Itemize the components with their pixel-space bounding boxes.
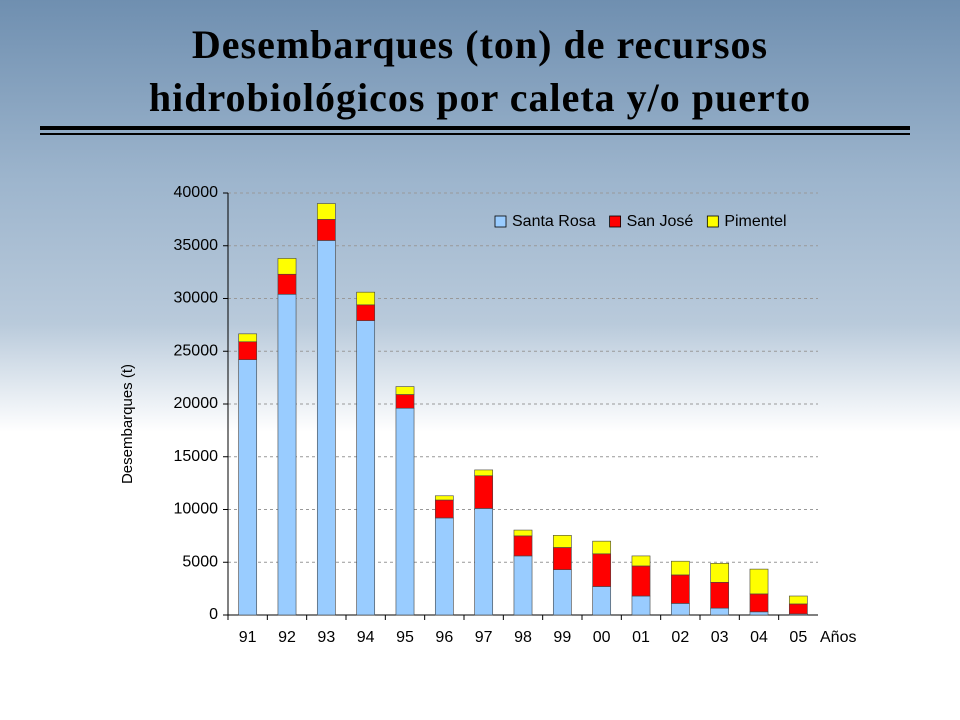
bar-segment — [277, 258, 297, 275]
bar-segment — [316, 203, 336, 220]
y-tick-label: 15000 — [174, 448, 219, 465]
legend-swatch — [494, 215, 507, 228]
bar-segment — [592, 540, 612, 555]
x-tick-label: 02 — [671, 629, 689, 646]
x-tick-label: 05 — [789, 629, 807, 646]
y-axis-label: Desembarques (t) — [119, 364, 136, 484]
y-tick-label: 25000 — [174, 342, 219, 359]
bar-segment — [749, 593, 769, 613]
x-axis-label: Años — [820, 629, 856, 646]
x-tick-label: 00 — [593, 629, 611, 646]
x-tick-label: 98 — [514, 629, 532, 646]
y-tick-label: 40000 — [174, 184, 219, 201]
y-tick-label: 10000 — [174, 501, 219, 518]
bar-segment — [395, 407, 415, 616]
y-tick-label: 20000 — [174, 395, 219, 412]
x-tick-label: 95 — [396, 629, 414, 646]
bar-segment — [710, 607, 730, 616]
bar-segment — [316, 219, 336, 241]
bar-segment — [552, 569, 572, 616]
x-tick-label: 99 — [553, 629, 571, 646]
bar-segment — [474, 469, 494, 477]
x-tick-label: 96 — [435, 629, 453, 646]
bar-segment — [710, 581, 730, 609]
bar-segment — [277, 273, 297, 295]
title-rule — [40, 126, 910, 130]
bar-segment — [788, 603, 808, 615]
y-tick-label: 30000 — [174, 290, 219, 307]
bar-segment — [670, 560, 690, 576]
bar-segment — [356, 320, 376, 616]
x-tick-label: 94 — [357, 629, 375, 646]
bar-segment — [749, 568, 769, 595]
bar-segment — [552, 535, 572, 548]
bar-segment — [513, 555, 533, 616]
bar-segment — [474, 475, 494, 509]
bar-segment — [356, 304, 376, 321]
chart-title: Desembarques (ton) de recursos hidrobiol… — [148, 22, 812, 120]
x-tick-label: 04 — [750, 629, 768, 646]
legend-label: Pimentel — [724, 213, 786, 230]
bar-segment — [552, 547, 572, 570]
bar-segment — [395, 386, 415, 395]
bar-segment — [356, 291, 376, 306]
x-tick-label: 92 — [278, 629, 296, 646]
bar-segment — [434, 495, 454, 501]
x-tick-label: 97 — [475, 629, 493, 646]
bar-segment — [631, 595, 651, 616]
bar-segment — [592, 586, 612, 616]
bar-segment — [434, 517, 454, 616]
y-tick-label: 0 — [209, 606, 218, 623]
x-tick-label: 93 — [317, 629, 335, 646]
bar-segment — [631, 555, 651, 567]
legend-swatch — [609, 215, 622, 228]
bar-segment — [277, 293, 297, 616]
bar-segment — [513, 535, 533, 557]
title-rule — [40, 133, 910, 135]
legend-label: Santa Rosa — [512, 213, 596, 230]
x-tick-label: 03 — [711, 629, 729, 646]
bar-segment — [710, 563, 730, 583]
bar-segment — [670, 574, 690, 604]
bar-segment — [238, 359, 258, 616]
bar-segment — [513, 529, 533, 537]
legend-label: San José — [627, 213, 694, 230]
bar-segment — [238, 341, 258, 360]
x-tick-label: 01 — [632, 629, 650, 646]
bar-segment — [238, 333, 258, 343]
bar-segment — [316, 240, 336, 616]
bar-segment — [670, 603, 690, 616]
bar-segment — [395, 394, 415, 409]
bar-segment — [434, 499, 454, 519]
bar-segment — [592, 553, 612, 587]
bar-segment — [749, 611, 769, 616]
y-tick-label: 5000 — [182, 553, 218, 570]
y-tick-label: 35000 — [174, 237, 219, 254]
bar-segment — [474, 508, 494, 616]
bar-segment — [631, 565, 651, 597]
bar-segment — [788, 595, 808, 605]
legend-swatch — [706, 215, 719, 228]
x-tick-label: 91 — [239, 629, 257, 646]
